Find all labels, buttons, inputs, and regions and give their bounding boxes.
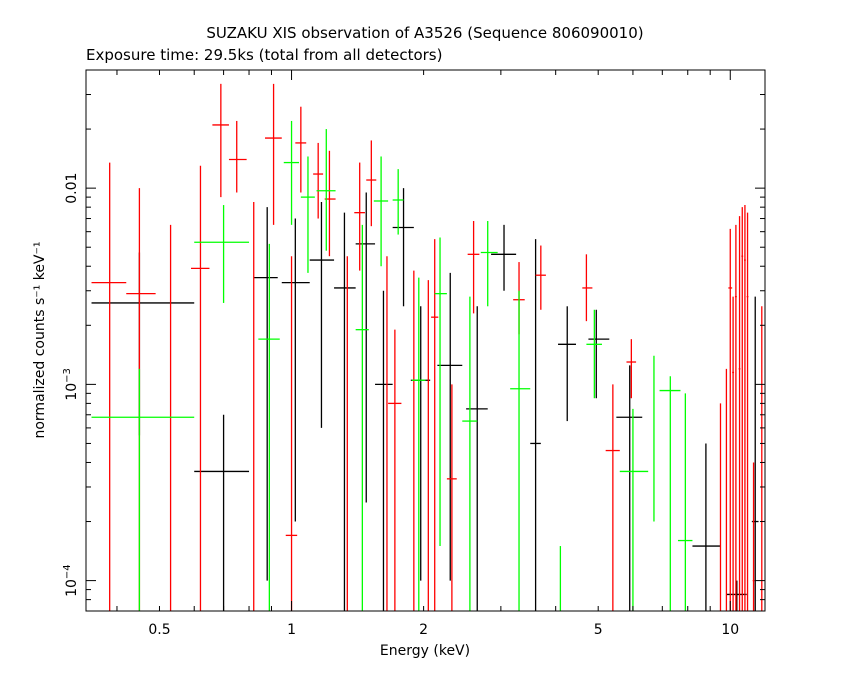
data-point — [692, 443, 721, 611]
data-point — [191, 165, 210, 611]
data-point — [281, 218, 310, 522]
y-axis-label: normalized counts s⁻¹ keV⁻¹ — [32, 241, 48, 438]
data-point — [434, 237, 447, 547]
data-point — [726, 580, 747, 611]
chart-title: SUZAKU XIS observation of A3526 (Sequenc… — [206, 24, 643, 42]
data-point — [313, 142, 324, 219]
data-point — [388, 329, 402, 611]
data-point — [411, 277, 426, 611]
x-tick-label: 10 — [721, 622, 739, 638]
data-point — [659, 376, 681, 611]
data-point — [510, 290, 531, 611]
data-point — [746, 212, 749, 611]
axis-ticks: 0.5 1 2 5 10 10−4 10−3 0.01 — [62, 69, 765, 638]
data-point — [446, 384, 457, 611]
y-tick-label: 10−3 — [62, 368, 80, 401]
data-point — [194, 414, 250, 611]
data-layer — [91, 83, 763, 611]
data-point — [751, 296, 759, 611]
data-point — [467, 221, 480, 314]
data-point — [228, 120, 247, 193]
data-point — [752, 462, 755, 611]
data-point — [558, 306, 576, 422]
data-point — [283, 120, 300, 225]
data-point — [741, 207, 744, 611]
data-point — [91, 252, 195, 436]
data-point — [616, 365, 643, 611]
data-point — [530, 239, 541, 611]
x-tick-label: 5 — [594, 622, 603, 638]
data-point — [744, 205, 746, 611]
data-point — [316, 129, 336, 251]
data-point — [354, 162, 365, 271]
data-point — [491, 224, 517, 291]
data-point — [309, 201, 335, 428]
series-1 — [91, 83, 763, 611]
data-point — [91, 162, 127, 611]
data-point — [265, 83, 282, 225]
chart-subtitle: Exposure time: 29.5ks (total from all de… — [86, 46, 442, 64]
data-point — [728, 228, 733, 611]
series-0 — [91, 188, 759, 611]
series-2 — [91, 120, 693, 611]
data-point — [126, 188, 156, 611]
data-point — [392, 169, 404, 235]
x-tick-label: 0.5 — [148, 622, 170, 638]
data-point — [582, 254, 593, 322]
data-point — [392, 188, 414, 307]
y-tick-label: 10−4 — [62, 564, 80, 597]
data-point — [734, 224, 737, 611]
data-point — [626, 339, 637, 399]
data-point — [437, 272, 463, 581]
data-point — [738, 216, 741, 611]
data-point — [334, 212, 356, 611]
x-axis-label: Energy (keV) — [380, 643, 470, 659]
data-point — [605, 384, 620, 611]
data-point — [295, 106, 307, 193]
data-point — [366, 140, 377, 227]
data-point — [431, 239, 439, 611]
data-point — [194, 205, 250, 303]
x-tick-label: 1 — [287, 622, 296, 638]
data-point — [253, 207, 278, 581]
data-point — [588, 309, 610, 399]
y-tick-label: 0.01 — [64, 173, 80, 204]
data-point — [91, 368, 195, 611]
data-point — [258, 243, 280, 611]
data-point — [285, 256, 298, 611]
data-point — [462, 296, 478, 611]
data-point — [480, 221, 498, 307]
data-point — [373, 156, 389, 267]
data-point — [355, 192, 376, 503]
data-point — [212, 83, 229, 198]
data-point — [619, 408, 649, 611]
x-tick-label: 2 — [419, 622, 428, 638]
data-point — [355, 224, 369, 611]
data-point — [300, 156, 315, 273]
data-point — [586, 309, 602, 399]
plot-frame — [85, 69, 766, 612]
data-point — [732, 296, 735, 611]
data-point — [535, 245, 546, 310]
data-point — [677, 393, 693, 611]
data-point — [375, 290, 393, 611]
